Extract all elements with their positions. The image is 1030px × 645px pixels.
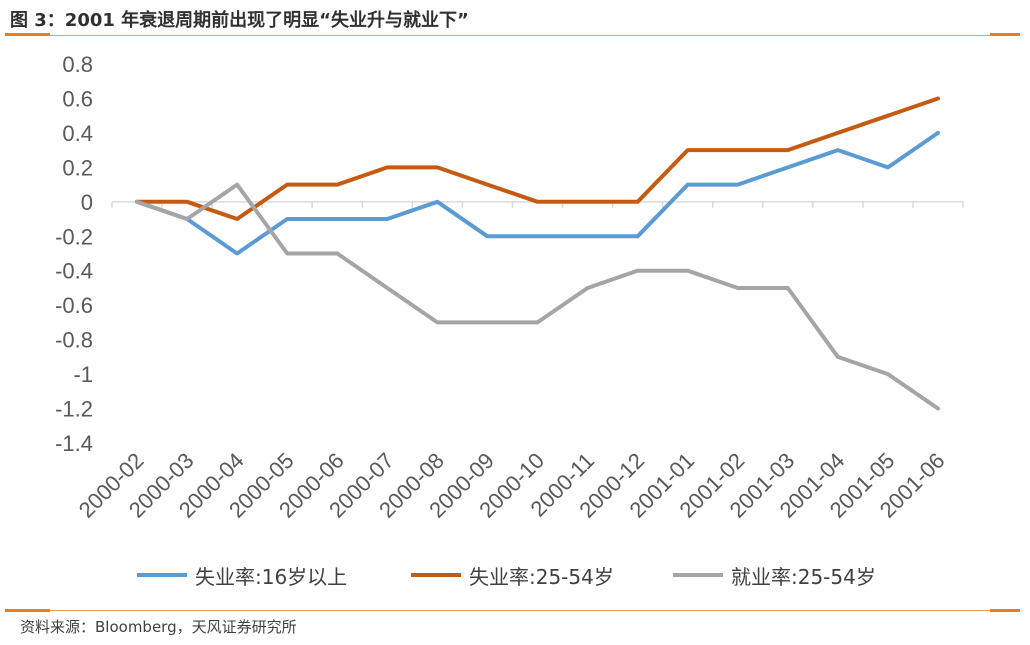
y-tick-label: -1 xyxy=(73,362,93,387)
legend-label-series-1: 失业率:16岁以上 xyxy=(195,564,348,589)
legend-item-series-1: 失业率:16岁以上 xyxy=(137,558,347,592)
y-tick-label: 0 xyxy=(81,190,93,215)
y-tick-label: 0.8 xyxy=(62,52,93,77)
y-tick-label: 0.4 xyxy=(62,121,93,146)
y-tick-label: 0.2 xyxy=(62,155,93,180)
chart-title: 图 3：2001 年衰退周期前出现了明显“失业升与就业下” xyxy=(10,10,469,31)
footer-rule-accent-left xyxy=(5,609,50,612)
y-axis-tick-labels: 0.8 0.6 0.4 0.2 0 -0.2 -0.4 -0.6 -0.8 -1 -1.2 -1.4 xyxy=(55,52,93,456)
footer-rule-accent-right xyxy=(990,609,1020,612)
series-line-1 xyxy=(135,130,940,256)
series-line-2 xyxy=(135,96,940,221)
y-tick-label: -0.4 xyxy=(55,259,93,284)
legend-item-series-2: 失业率:25-54岁 xyxy=(411,558,614,592)
header-rule xyxy=(5,35,1020,36)
x-axis-tick-labels: 2000-022000-032000-042000-052000-062000-… xyxy=(74,448,950,523)
legend-swatch-series-3 xyxy=(673,573,723,577)
legend-label-series-2: 失业率:25-54岁 xyxy=(469,564,614,589)
y-tick-label: -1.4 xyxy=(55,431,93,456)
series-lines xyxy=(135,96,940,411)
footer-rule xyxy=(5,610,1020,611)
y-tick-label: -1.2 xyxy=(55,397,93,422)
line-chart: 0.80.60.40.20-0.2-0.4-0.6-0.8-1-1.2-1.4 … xyxy=(55,52,964,523)
y-tick-label: -0.6 xyxy=(55,293,93,318)
legend-swatch-series-2 xyxy=(411,573,461,577)
y-tick-label: -0.8 xyxy=(55,328,93,353)
source-note: 资料来源：Bloomberg，天风证券研究所 xyxy=(20,618,297,636)
legend-label-series-3: 就业率:25-54岁 xyxy=(731,564,876,589)
series-line-3 xyxy=(135,182,940,411)
header-rule-accent-right xyxy=(990,33,1020,36)
y-tick-label: -0.2 xyxy=(55,224,93,249)
header-rule-accent-left xyxy=(5,33,50,36)
legend-item-series-3: 就业率:25-54岁 xyxy=(673,558,876,592)
y-tick-label: 0.6 xyxy=(62,86,93,111)
legend-swatch-series-1 xyxy=(137,573,187,577)
chart-legend: 失业率:16岁以上 失业率:25-54岁 就业率:25-54岁 xyxy=(0,558,1030,592)
